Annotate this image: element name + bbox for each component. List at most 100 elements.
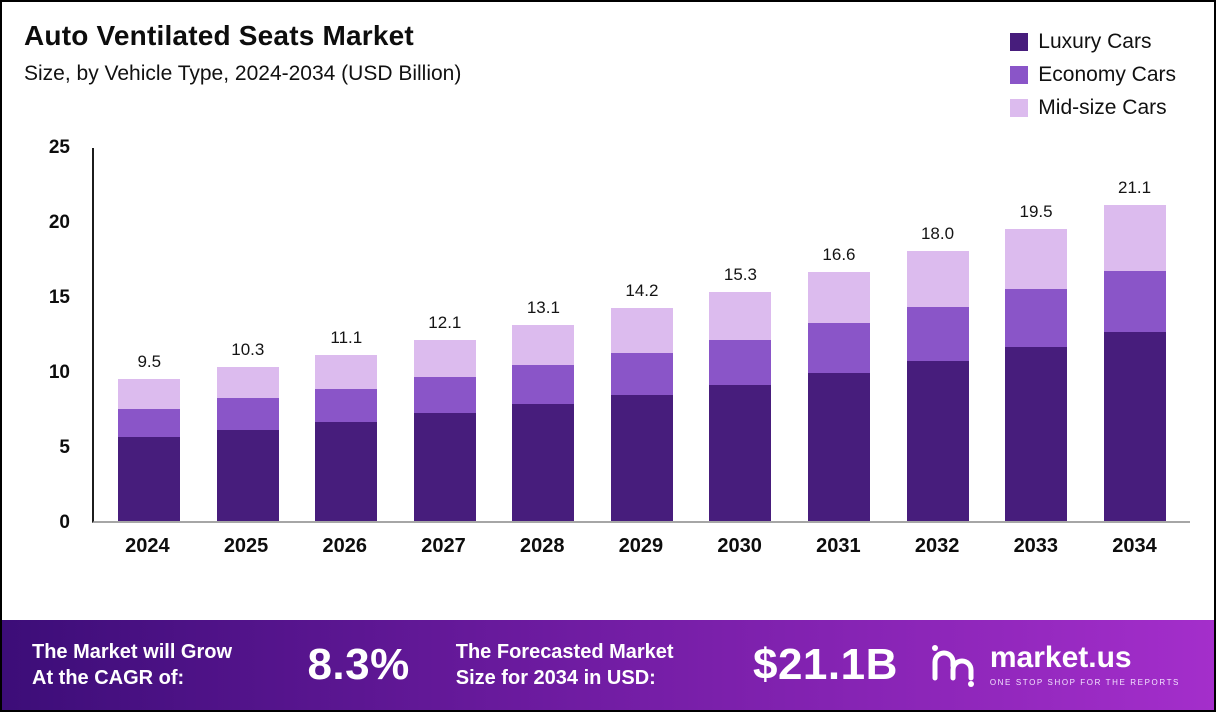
brand-block: market.us ONE STOP SHOP FOR THE REPORTS: [928, 638, 1180, 693]
bar-segment-mid-size-cars: [118, 378, 181, 409]
forecast-label: The Forecasted Market Size for 2034 in U…: [456, 639, 753, 691]
chart-legend: Luxury Cars Economy Cars Mid-size Cars: [1010, 30, 1176, 120]
bar-group-2026: 11.1: [298, 327, 396, 521]
bar-group-2028: 13.1: [495, 297, 593, 521]
y-tick-label: 10: [48, 362, 70, 383]
y-axis: 0 5 10 15 20 25: [22, 137, 84, 533]
bar-total-label: 13.1: [526, 297, 560, 317]
bar-total-label: 14.2: [625, 281, 659, 300]
bar-segment-economy-cars: [807, 323, 870, 373]
bar-segment-economy-cars: [315, 389, 378, 422]
bar-segment-mid-size-cars: [1005, 228, 1068, 289]
x-axis-label-2030: 2030: [717, 535, 762, 557]
bar-segment-luxury-cars: [413, 413, 476, 521]
bar-group-2032: 18.0: [889, 224, 987, 521]
footer-banner: The Market will Grow At the CAGR of: 8.3…: [2, 620, 1214, 710]
legend-swatch: [1010, 33, 1029, 51]
legend-item-luxury-cars: Luxury Cars: [1010, 30, 1176, 54]
x-axis-label-2029: 2029: [618, 535, 664, 557]
x-axis-label-2032: 2032: [914, 535, 960, 557]
brand-name: market.us: [989, 641, 1132, 674]
bar-segment-mid-size-cars: [610, 308, 673, 353]
bar-stack: [709, 291, 772, 521]
bar-segment-economy-cars: [906, 306, 969, 361]
bar-stack: [315, 354, 378, 521]
bar-segment-economy-cars: [610, 353, 673, 395]
bar-stack: [610, 308, 673, 521]
bar-stack: [512, 324, 575, 521]
bar-segment-luxury-cars: [906, 360, 969, 521]
bar-total-label: 18.0: [920, 224, 955, 243]
brand-text: market.us ONE STOP SHOP FOR THE REPORTS: [989, 641, 1180, 688]
cagr-label: The Market will Grow At the CAGR of:: [32, 639, 307, 691]
legend-label: Mid-size Cars: [1038, 96, 1167, 119]
bar-segment-luxury-cars: [1005, 347, 1068, 521]
bar-group-2025: 10.3: [199, 339, 297, 521]
chart-header: Auto Ventilated Seats Market Size, by Ve…: [2, 2, 1214, 130]
bar-group-2033: 19.5: [987, 201, 1085, 521]
bar-total-label: 11.1: [330, 327, 363, 347]
bar-segment-luxury-cars: [807, 372, 870, 521]
cagr-label-line1: The Market will Grow: [32, 641, 233, 663]
page-title: Auto Ventilated Seats Market: [24, 20, 414, 51]
bar-stack: [1103, 204, 1166, 521]
x-axis-label-2031: 2031: [816, 535, 861, 557]
bar-group-2030: 15.3: [692, 264, 790, 521]
bar-stack: [413, 339, 476, 521]
x-axis-label-2024: 2024: [125, 535, 170, 557]
legend-swatch: [1010, 66, 1029, 84]
bar-stack: [1005, 228, 1068, 521]
forecast-value: $21.1B: [752, 640, 898, 689]
bar-segment-mid-size-cars: [216, 366, 279, 398]
x-axis-label-2033: 2033: [1013, 535, 1059, 557]
bar-total-label: 12.1: [428, 312, 462, 332]
bar-stack: [118, 378, 181, 521]
bar-segment-luxury-cars: [512, 404, 575, 521]
bar-total-label: 15.3: [723, 264, 757, 284]
y-tick-label: 20: [48, 212, 70, 233]
bar-segment-economy-cars: [1103, 270, 1166, 332]
y-tick-label: 0: [59, 512, 70, 533]
page-subtitle: Size, by Vehicle Type, 2024-2034 (USD Bi…: [24, 62, 462, 85]
legend-label: Luxury Cars: [1038, 30, 1152, 53]
x-axis-label-2026: 2026: [322, 535, 368, 557]
bar-group-2024: 9.5: [100, 351, 198, 521]
bar-segment-economy-cars: [709, 339, 772, 385]
marketus-logo-icon: [928, 638, 978, 693]
cagr-label-line2: At the CAGR of:: [32, 667, 185, 689]
bar-segment-luxury-cars: [315, 422, 378, 521]
x-axis-label-2025: 2025: [223, 535, 269, 557]
bar-segment-luxury-cars: [709, 384, 772, 521]
bar-segment-mid-size-cars: [807, 272, 870, 323]
bar-stack: [906, 251, 969, 521]
legend-item-mid-size-cars: Mid-size Cars: [1010, 96, 1176, 120]
bar-segment-economy-cars: [216, 398, 279, 430]
bar-total-label: 9.5: [137, 351, 162, 371]
bar-group-2029: 14.2: [593, 281, 691, 521]
bar-total-label: 19.5: [1019, 201, 1053, 221]
plot-bars: 9.5 10.3 11.1 12.1 13.1 14.2 15.3 16.6 18.0 19.5 2…: [92, 148, 1190, 523]
bar-segment-economy-cars: [413, 377, 476, 413]
bar-segment-luxury-cars: [610, 395, 673, 521]
bar-group-2034: 21.1: [1086, 177, 1184, 521]
bar-segment-luxury-cars: [216, 429, 279, 521]
bar-segment-mid-size-cars: [1103, 204, 1166, 271]
bar-segment-economy-cars: [1005, 288, 1068, 347]
bar-segment-luxury-cars: [118, 437, 181, 521]
bar-segment-mid-size-cars: [906, 251, 969, 307]
bar-total-label: 21.1: [1118, 177, 1152, 197]
y-tick-label: 5: [59, 437, 70, 458]
bar-group-2027: 12.1: [396, 312, 494, 521]
bar-total-label: 10.3: [231, 339, 265, 359]
legend-swatch: [1010, 99, 1029, 117]
bar-total-label: 16.6: [822, 245, 856, 264]
bar-segment-mid-size-cars: [315, 354, 378, 389]
bar-segment-mid-size-cars: [512, 324, 575, 365]
legend-item-economy-cars: Economy Cars: [1010, 63, 1176, 87]
y-tick-label: 25: [48, 137, 70, 158]
brand-tagline: ONE STOP SHOP FOR THE REPORTS: [989, 678, 1180, 687]
bar-segment-mid-size-cars: [413, 339, 476, 377]
x-axis: 2024 2025 2026 2027 2028 2029 2030 2031 2032 2033…: [92, 535, 1190, 558]
bar-segment-economy-cars: [512, 365, 575, 404]
